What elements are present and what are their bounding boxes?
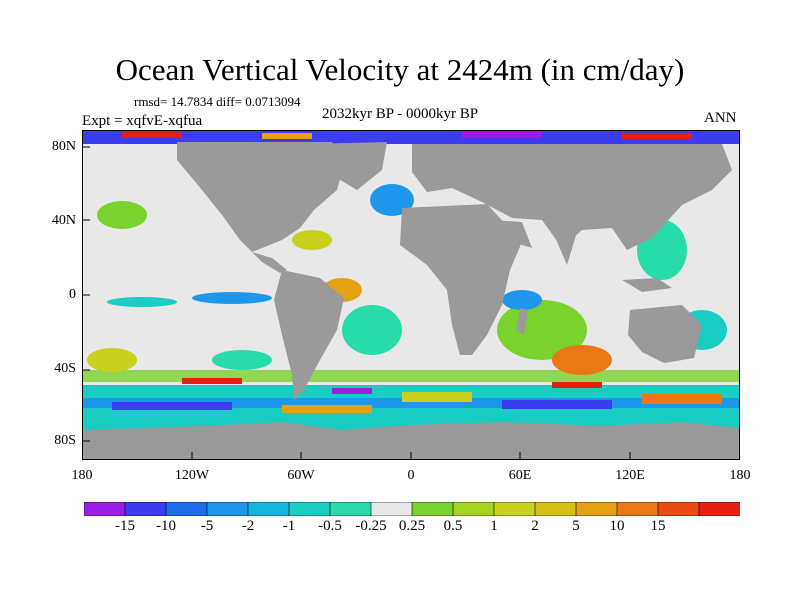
colorbar-swatch (370, 502, 413, 516)
colorbar-swatch (247, 502, 290, 516)
colorbar-tick-label: -1 (282, 518, 296, 534)
colorbar-swatch (124, 502, 167, 516)
colorbar-swatch (493, 502, 536, 516)
colorbar-swatch (206, 502, 249, 516)
lon-label-120e: 120E (615, 468, 645, 483)
lon-label-60w: 60W (287, 468, 315, 483)
colorbar-tick-label: -0.25 (355, 518, 387, 534)
lon-label-180w: 180 (71, 468, 93, 483)
lat-label-0: 0 (69, 287, 76, 302)
lon-label-0: 0 (407, 468, 415, 483)
colorbar-swatch (165, 502, 208, 516)
antarctica (82, 422, 740, 460)
season-label: ANN (704, 110, 737, 126)
colorbar-swatch (698, 502, 740, 516)
lon-label-180e: 180 (729, 468, 751, 483)
ocean-velocity-map (82, 130, 740, 460)
colorbar-swatch (411, 502, 454, 516)
colorbar-swatch (84, 502, 126, 516)
colorbar-swatch (575, 502, 618, 516)
experiment-label: Expt = xqfvE-xqfua (82, 113, 203, 129)
colorbar-tick-label: 0.5 (443, 518, 463, 534)
southern-ocean-band (82, 370, 740, 430)
colorbar-tick-label: 2 (531, 518, 539, 534)
land-masses (82, 142, 740, 460)
colorbar-tick-label: 15 (650, 518, 666, 534)
north-america (177, 142, 344, 252)
colorbar-swatch (657, 502, 700, 516)
lon-label-120w: 120W (174, 468, 210, 483)
colorbar-tick-label: -5 (200, 518, 214, 534)
rmsd-diff-stats: rmsd= 14.7834 diff= 0.0713094 (134, 94, 301, 109)
arctic-band (82, 130, 740, 144)
colorbar-swatch (288, 502, 331, 516)
colorbar-tick-label: 0.25 (398, 518, 426, 534)
colorbar-tick-label: -2 (241, 518, 255, 534)
colorbar-tick-label: -10 (156, 518, 176, 534)
lat-label-40s: 40S (54, 361, 76, 376)
greenland (310, 142, 387, 190)
colorbar-swatch (452, 502, 495, 516)
axis-ticks (82, 146, 631, 460)
colorbar-tick-label: 10 (609, 518, 625, 534)
colorbar-swatch (534, 502, 577, 516)
australia (628, 305, 702, 363)
se-asia-islands (622, 278, 672, 292)
colorbar (84, 502, 740, 516)
period-label: 2032kyr BP - 0000kyr BP (322, 106, 479, 122)
central-america (252, 252, 287, 273)
colorbar-tick-label: -0.5 (318, 518, 342, 534)
colorbar-swatch (616, 502, 659, 516)
colorbar-tick-label: 5 (572, 518, 580, 534)
eurasia (412, 144, 732, 250)
madagascar (516, 308, 528, 335)
plot-title: Ocean Vertical Velocity at 2424m (in cm/… (115, 52, 685, 87)
lat-label-80n: 80N (51, 139, 76, 154)
colorbar-tick-label: 1 (490, 518, 498, 534)
colorbar-tick-label: -15 (115, 518, 135, 534)
lat-label-40n: 40N (51, 213, 76, 228)
lon-label-60e: 60E (508, 468, 532, 483)
south-america (274, 270, 344, 400)
india (552, 230, 577, 265)
colorbar-swatch (329, 502, 372, 516)
africa (400, 204, 522, 355)
lat-label-80s: 80S (54, 433, 76, 448)
arabia (490, 220, 532, 248)
